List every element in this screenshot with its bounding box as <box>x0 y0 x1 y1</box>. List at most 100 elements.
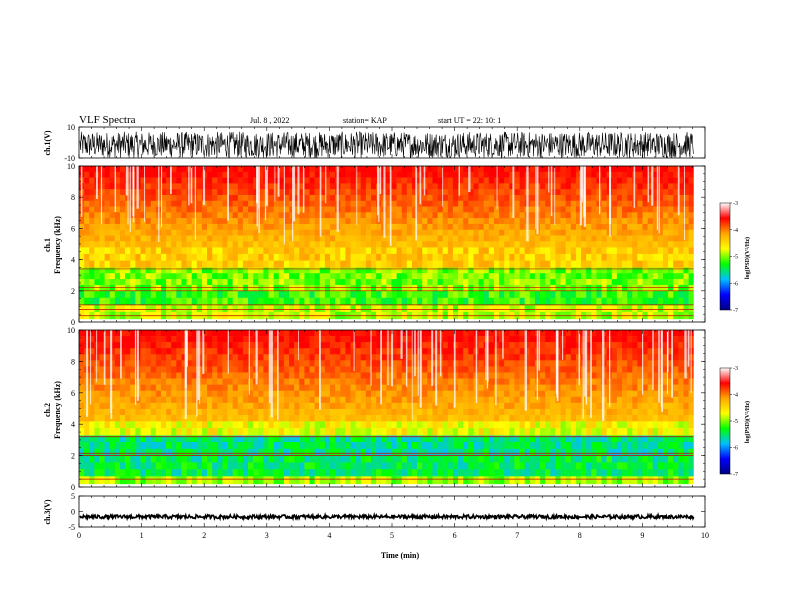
ch2-spectrogram-cell <box>616 435 623 443</box>
ch1-spectrogram-cell <box>499 241 505 248</box>
ch2-spectrogram-cell <box>360 421 367 429</box>
ch2-spectrogram-cell <box>468 476 474 485</box>
ch1-spectrogram-cell <box>273 189 280 196</box>
ch1-spectrogram-cell <box>273 279 280 286</box>
ch1-spectrogram-cell <box>253 177 259 184</box>
ch1-spectrogram-cell <box>181 279 187 286</box>
ch1-spectrogram-cell <box>396 273 403 280</box>
ch1-spectrogram-cell <box>406 194 413 202</box>
ch1-spectrogram-cell <box>309 166 315 173</box>
ch1-spectrogram-cell <box>570 189 577 196</box>
ch1-spectrogram-cell <box>493 235 500 242</box>
ch2-spectrogram-cell <box>401 428 408 436</box>
ch2-spectrogram-cell <box>616 428 623 436</box>
ch1-spectrogram-cell <box>611 304 618 313</box>
ch1-spectrogram-cell <box>365 194 372 202</box>
ch1-spectrogram-cell <box>222 200 228 207</box>
ch1-spectrogram-cell <box>386 194 392 202</box>
ch1-spectrogram-cell <box>273 253 280 261</box>
ch1-spectrogram-cell <box>273 247 280 255</box>
ch2-spectrogram-cell <box>622 336 628 343</box>
ch1-spectrogram-cell <box>673 290 679 299</box>
ch2-spectrogram-cell <box>181 462 187 470</box>
ch1-spectrogram-cell <box>283 247 290 255</box>
ch1-spectrogram-cell <box>529 267 536 274</box>
ch1-spectrogram-cell <box>545 235 551 242</box>
ch2-spectrogram-cell <box>79 342 85 349</box>
ch2-spectrogram-cell <box>119 342 126 349</box>
ch1-spectrogram-cell <box>514 241 520 248</box>
ch1-spectrogram-cell <box>391 279 397 286</box>
ch1-spectrogram-cell <box>309 260 315 268</box>
ch1-spectrogram-cell <box>386 297 392 306</box>
ch1-spectrogram-cell <box>140 177 146 184</box>
ch1-spectrogram-cell <box>268 183 274 190</box>
ch1-spectrogram-cell <box>575 218 582 225</box>
ch1-spectrogram-cell <box>314 253 321 261</box>
ch2-spectrogram-cell <box>504 462 510 470</box>
ch1-spectrogram-cell <box>145 253 152 261</box>
ch2-spectrogram-cell <box>417 435 423 443</box>
ch2-spectrogram-cell <box>176 455 182 463</box>
ch1-spectrogram-cell <box>688 279 695 286</box>
ch2-spectrogram-cell <box>647 441 654 450</box>
ch1-spectrogram-cell <box>473 212 479 219</box>
ch1-spectrogram-cell <box>109 260 116 268</box>
ch1-spectrogram-cell <box>258 189 264 196</box>
ch2-spectrogram-cell <box>345 462 351 470</box>
ch1-spectrogram-cell <box>504 223 510 231</box>
ch1-spectrogram-streak <box>442 166 444 207</box>
ch1-spectrogram-cell <box>109 279 116 286</box>
ch1-spectrogram-cell <box>135 206 141 213</box>
ch1-spectrogram-cell <box>119 218 126 225</box>
ch1-spectrogram-cell <box>114 171 121 178</box>
ch2-spectrogram-cell <box>130 469 136 477</box>
ch1-spectrogram-cell <box>616 235 623 242</box>
ch1-spectrogram-cell <box>514 171 520 178</box>
ch1-spectrogram-cell <box>140 279 146 286</box>
ch2-spectrogram-cell <box>171 330 177 337</box>
ch1-spectrogram-cell <box>222 235 228 242</box>
ch1-spectrogram-cell <box>401 267 408 274</box>
ch1-spectrogram-cell <box>514 267 520 274</box>
ch2-spectrogram-cell <box>432 462 438 470</box>
ch1-spectrogram-cell <box>89 304 95 313</box>
ch2-spectrogram-cell <box>166 354 172 361</box>
ch1-spectrogram-cell <box>242 304 249 313</box>
ch2-spectrogram-cell <box>79 469 85 477</box>
ch2-spectrogram-cell <box>396 342 403 349</box>
ch2-spectrogram-cell <box>360 455 367 463</box>
ch1-spectrogram-cell <box>278 206 285 213</box>
ch2-spectrogram-cell <box>458 330 464 337</box>
ch1-spectrogram-cell <box>237 171 244 178</box>
ch1-spectrogram-cell <box>294 212 300 219</box>
ch2-spectrogram-cell <box>289 330 295 337</box>
ch1-spectrogram-cell <box>488 253 495 261</box>
ch2-spectrogram-cell <box>319 342 326 349</box>
ch1-spectrogram-cell <box>458 290 464 299</box>
ch2-spectrogram-cell <box>135 441 141 450</box>
ch2-spectrogram-cell <box>258 354 264 361</box>
ch1-spectrogram-cell <box>534 235 541 242</box>
ch1-spectrogram-cell <box>565 183 572 190</box>
ch1-spectrogram-cell <box>253 194 259 202</box>
ch1-spectrogram-cell <box>478 200 484 207</box>
ch1-spectrogram-cell <box>314 194 321 202</box>
ch1-spectrogram-cell <box>632 260 638 268</box>
ch1-spectrogram-cell <box>442 212 449 219</box>
ch2-spectrogram-cell <box>463 336 469 343</box>
ch2-spectrogram-cell <box>596 336 602 343</box>
ch1-spectrogram-cell <box>663 200 669 207</box>
ch1-spectrogram-cell <box>324 235 331 242</box>
ch1-spectrogram-streak <box>125 166 128 196</box>
ch2-spectrogram-cell <box>222 428 228 436</box>
ch1-spectrogram-cell <box>99 189 105 196</box>
ch2-spectrogram-cell <box>217 455 223 463</box>
ch1-spectrogram-cell <box>207 166 213 173</box>
ch1-spectrogram-cell <box>109 273 116 280</box>
ch2-spectrogram-cell <box>99 462 105 470</box>
ch1-spectrogram-cell <box>504 247 510 255</box>
ch1-spectrogram-cell <box>258 253 264 261</box>
ch1-spectrogram-cell <box>114 212 121 219</box>
ch2-spectrogram-cell <box>596 476 602 485</box>
